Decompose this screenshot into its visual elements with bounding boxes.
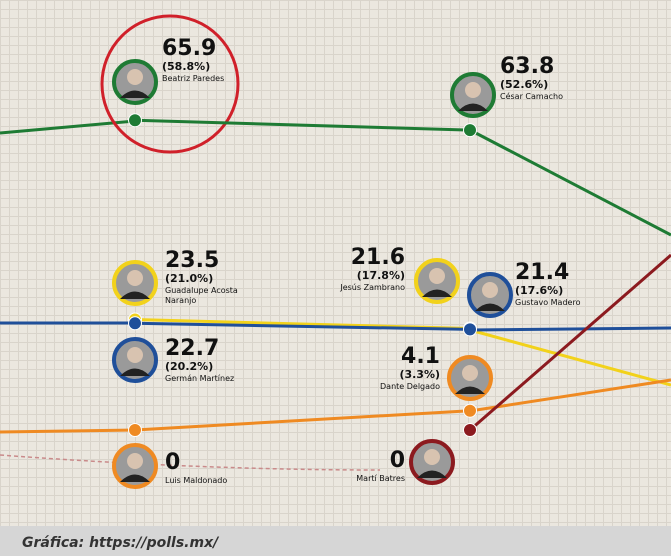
- point-label: 23.5 (21.0%) Guadalupe Acosta Naranjo: [165, 250, 255, 306]
- footer: Gráfica: https://polls.mx/: [0, 526, 671, 556]
- point-label: 4.1 (3.3%) Dante Delgado: [380, 346, 440, 392]
- avatar: [450, 72, 496, 118]
- share: (58.8%): [162, 60, 211, 73]
- point: [128, 423, 142, 437]
- share: (3.3%): [399, 368, 440, 381]
- name: Gustavo Madero: [515, 298, 581, 307]
- point-label: 21.4 (17.6%) Gustavo Madero: [515, 262, 580, 308]
- name: Luis Maldonado: [165, 476, 228, 485]
- point-label: 0 Martí Batres: [356, 450, 405, 484]
- series-line: [134, 409, 471, 432]
- point-label: 22.7 (20.2%) Germán Martínez: [165, 338, 234, 384]
- name: Guadalupe Acosta Naranjo: [165, 286, 238, 305]
- point: [128, 113, 142, 128]
- share: (52.6%): [500, 78, 549, 91]
- orange-right: [469, 378, 671, 413]
- avatar-body: [455, 386, 485, 394]
- blue-right: [469, 326, 671, 332]
- name: Beatriz Paredes: [162, 74, 225, 83]
- point-label: 63.8 (52.6%) César Camacho: [500, 56, 563, 102]
- avatar-head: [482, 282, 498, 298]
- point-label: 65.9 (58.8%) Beatriz Paredes: [162, 38, 224, 84]
- avatar-head: [127, 69, 143, 85]
- green-right: [469, 128, 671, 237]
- name: Martí Batres: [356, 474, 405, 483]
- value: 4.1: [401, 344, 440, 369]
- value: 65.9: [162, 36, 217, 61]
- avatar: [112, 443, 158, 489]
- source: Gráfica: https://polls.mx/: [22, 535, 219, 551]
- value: 21.6: [350, 245, 405, 270]
- value: 0: [165, 450, 181, 475]
- name: Dante Delgado: [380, 382, 440, 391]
- avatar-head: [429, 268, 445, 284]
- share: (17.8%): [356, 269, 405, 282]
- avatar-head: [127, 347, 143, 363]
- value: 63.8: [500, 54, 555, 79]
- avatar-head: [465, 82, 481, 98]
- value: 23.5: [165, 248, 220, 273]
- share: (21.0%): [165, 272, 214, 285]
- avatar: [112, 337, 158, 383]
- avatar: [467, 272, 513, 318]
- orange-left: [0, 428, 136, 434]
- value: 22.7: [165, 336, 220, 361]
- chart: [0, 14, 671, 489]
- avatar: [447, 355, 493, 401]
- avatar-head: [462, 365, 478, 381]
- point: [463, 123, 477, 138]
- series-line: [134, 118, 471, 132]
- faint-line: [0, 454, 381, 471]
- value: 21.4: [515, 260, 570, 285]
- point: [463, 322, 477, 337]
- name: Germán Martínez: [165, 374, 235, 383]
- avatar-body: [120, 90, 150, 98]
- avatar: [414, 258, 460, 304]
- avatar-head: [127, 270, 143, 286]
- share: (20.2%): [165, 360, 214, 373]
- avatar-body: [120, 291, 150, 299]
- point: [463, 423, 477, 437]
- avatar-body: [458, 103, 488, 111]
- point: [128, 316, 142, 331]
- highlight-circle: [100, 14, 240, 154]
- line-extensions: [0, 119, 671, 471]
- avatar: [112, 59, 158, 105]
- avatar-body: [475, 303, 505, 311]
- point: [463, 403, 477, 418]
- avatar: [409, 439, 455, 485]
- share: (17.6%): [515, 284, 564, 297]
- avatar-body: [120, 368, 150, 376]
- avatar-head: [127, 453, 143, 469]
- avatar: [112, 260, 158, 306]
- red-right: [469, 253, 671, 432]
- avatar-body: [417, 470, 447, 478]
- avatar-head: [424, 449, 440, 465]
- avatar-body: [120, 474, 150, 482]
- yellow-right: [469, 328, 671, 387]
- name: César Camacho: [500, 92, 563, 101]
- series-line: [134, 321, 471, 331]
- name: Jesús Zambrano: [340, 283, 405, 292]
- point-label: 21.6 (17.8%) Jesús Zambrano: [340, 247, 405, 293]
- point-label: 0 Luis Maldonado: [165, 452, 227, 486]
- value: 0: [389, 448, 405, 473]
- avatar-body: [422, 289, 452, 297]
